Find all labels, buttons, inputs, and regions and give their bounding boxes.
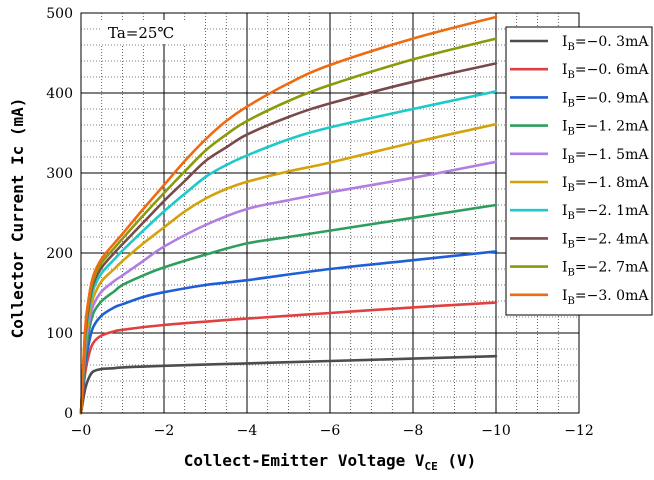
y-tick-label: 200 [46, 246, 73, 262]
legend-label-2: IB=−0. 6mA [562, 62, 649, 81]
y-tick-label: 100 [46, 326, 73, 342]
y-tick-label: 400 [46, 86, 73, 102]
x-tick-label: −2 [154, 423, 175, 439]
legend-label-10: IB=−3. 0mA [562, 288, 649, 307]
series-line-3 [79, 250, 498, 415]
series-line-4 [79, 203, 498, 415]
x-axis-title: Collect-Emitter Voltage VCE (V) [184, 451, 477, 473]
x-axis-title-unit: (V) [438, 451, 477, 470]
temperature-annotation: Ta=25℃ [108, 24, 174, 42]
legend-label-6: IB=−1. 8mA [562, 175, 649, 194]
x-tick-label: −4 [237, 423, 258, 439]
series-line-5 [79, 160, 498, 415]
x-tick-label: −8 [403, 423, 424, 439]
x-axis-title-subscript: CE [425, 460, 438, 473]
y-axis-title: Collector Current Ic (mA) [8, 98, 27, 339]
grid [80, 12, 580, 414]
legend-label-3: IB=−0. 9mA [562, 90, 649, 109]
y-tick-label: 300 [46, 166, 73, 182]
legend-label-5: IB=−1. 5mA [562, 147, 649, 166]
x-tick-label: −12 [564, 423, 594, 439]
series-line-2 [79, 301, 498, 415]
series-line-10 [79, 15, 498, 415]
legend-label-7: IB=−2. 1mA [562, 203, 649, 222]
series-line-6 [79, 122, 498, 415]
x-tick-label: −6 [320, 423, 341, 439]
annotation-box [101, 20, 203, 44]
series-lines [79, 15, 498, 415]
y-tick-label: 0 [64, 406, 73, 422]
legend-label-8: IB=−2. 4mA [562, 231, 649, 250]
y-tick-label: 500 [46, 6, 73, 22]
x-tick-label: −0 [71, 423, 92, 439]
x-tick-label: −10 [481, 423, 511, 439]
legend: IB=−0. 3mA IB=−0. 6mA IB=−0. 9mA IB=−1. 2mA… [505, 26, 653, 316]
series-line-1 [79, 354, 498, 415]
legend-label-1: IB=−0. 3mA [562, 34, 649, 53]
legend-label-9: IB=−2. 7mA [562, 260, 649, 279]
tick-labels: −0 −2 −4 −6 −8 −10 −12 0 100 200 300 400 500 [46, 6, 594, 439]
x-axis-title-main: Collect-Emitter Voltage V [184, 451, 425, 470]
legend-label-4: IB=−1. 2mA [562, 119, 649, 138]
